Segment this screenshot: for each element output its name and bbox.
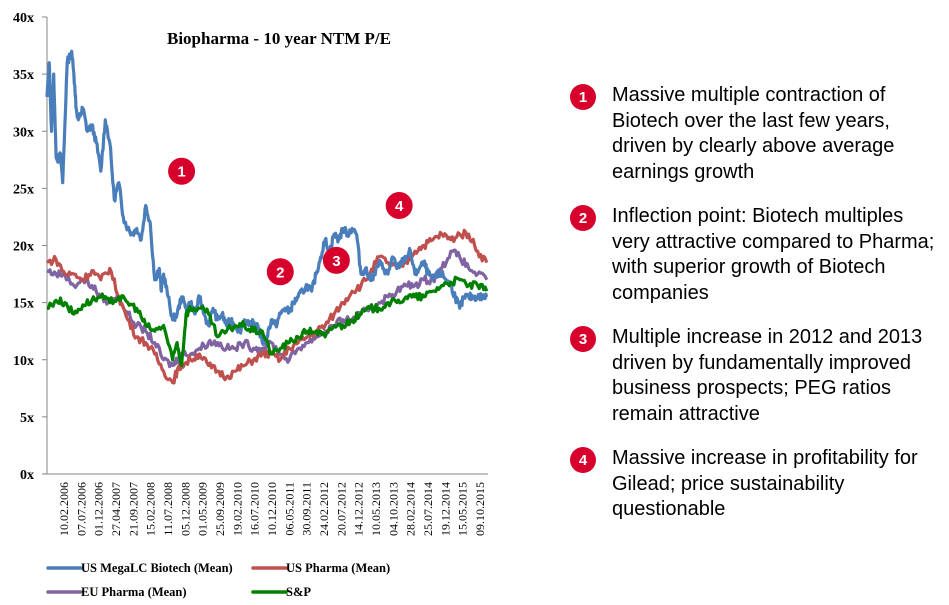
y-tick-label: 10x bbox=[13, 354, 34, 369]
x-tick-label: 19.02.2010 bbox=[230, 482, 244, 536]
x-tick-label: 15.05.2015 bbox=[456, 482, 470, 536]
x-tick-label: 21.09.2007 bbox=[126, 482, 140, 536]
note-text: Massive multiple contraction of Biotech … bbox=[612, 84, 895, 183]
annotation-marker-4: 4 bbox=[385, 192, 413, 220]
x-tick-label: 11.07.2008 bbox=[161, 482, 175, 536]
legend-label: US MegaLC Biotech (Mean) bbox=[81, 561, 233, 575]
note-item: 2 Inflection point: Biotech multiples ve… bbox=[570, 205, 949, 306]
x-tick-label: 10.05.2013 bbox=[369, 482, 383, 536]
x-tick-label: 20.07.2012 bbox=[334, 482, 348, 536]
annotation-circle bbox=[266, 258, 294, 286]
y-tick-label: 30x bbox=[13, 125, 34, 140]
legend-label: S&P bbox=[286, 585, 311, 599]
x-tick-label: 16.07.2010 bbox=[248, 482, 262, 536]
legend-label: US Pharma (Mean) bbox=[286, 561, 390, 575]
note-number-badge: 1 bbox=[570, 84, 596, 110]
note-text: Massive increase in profitability for Gi… bbox=[612, 447, 918, 520]
x-tick-label: 25.07.2014 bbox=[421, 482, 435, 536]
annotation-number: 3 bbox=[332, 253, 340, 270]
y-tick-label: 5x bbox=[20, 411, 34, 426]
y-tick-label: 25x bbox=[13, 182, 34, 197]
legend-label: EU Pharma (Mean) bbox=[81, 585, 187, 599]
y-tick-label: 20x bbox=[13, 240, 34, 255]
chart-title: Biopharma - 10 year NTM P/E bbox=[167, 29, 391, 48]
note-item: 1 Massive multiple contraction of Biotec… bbox=[570, 84, 949, 185]
series-lines bbox=[45, 49, 489, 385]
annotation-number: 2 bbox=[276, 264, 284, 281]
x-tick-label: 09.10.2015 bbox=[473, 482, 487, 536]
x-tick-label: 24.02.2012 bbox=[317, 482, 331, 536]
annotation-marker-1: 1 bbox=[168, 157, 196, 185]
y-tick-label: 40x bbox=[13, 11, 34, 26]
note-item: 4 Massive increase in profitability for … bbox=[570, 447, 949, 523]
legend-item: US Pharma (Mean) bbox=[251, 561, 390, 575]
x-tick-label: 05.12.2008 bbox=[178, 482, 192, 536]
annotation-marker-2: 2 bbox=[266, 258, 294, 286]
series-line-s-p bbox=[46, 275, 489, 368]
x-tick-label: 15.02.2008 bbox=[144, 482, 158, 536]
annotation-circle bbox=[385, 192, 413, 220]
y-tick-label: 35x bbox=[13, 68, 34, 83]
legend: US MegaLC Biotech (Mean) US Pharma (Mean)… bbox=[46, 561, 390, 599]
x-tick-label: 10.12.2010 bbox=[265, 482, 279, 536]
x-tick-label: 28.02.2014 bbox=[404, 482, 418, 536]
note-number-badge: 4 bbox=[570, 447, 596, 473]
x-tick-label: 04.10.2013 bbox=[386, 482, 400, 536]
note-number-badge: 2 bbox=[570, 205, 596, 231]
series-line-us-pharma-mean bbox=[45, 228, 489, 385]
x-tick-label: 19.12.2014 bbox=[438, 482, 452, 536]
legend-item: US MegaLC Biotech (Mean) bbox=[46, 561, 233, 575]
x-tick-label: 25.09.2009 bbox=[213, 482, 227, 536]
axes: 0x 5x 10x 15x 20x 25x 30x 35x 40x 10.02.2006 07.07… bbox=[13, 11, 488, 536]
series-line-us-megalc-biotech-mean bbox=[45, 49, 489, 346]
x-tick-label: 30.09.2011 bbox=[300, 482, 314, 536]
x-tick-label: 06.05.2011 bbox=[282, 482, 296, 536]
legend-item: S&P bbox=[251, 585, 311, 599]
annotation-circle bbox=[322, 246, 350, 274]
annotation-marker-3: 3 bbox=[322, 246, 350, 274]
note-text: Multiple increase in 2012 and 2013 drive… bbox=[612, 326, 923, 425]
x-tick-label: 27.04.2007 bbox=[109, 482, 123, 536]
y-tick-label: 15x bbox=[13, 297, 34, 312]
x-tick-label: 01.05.2009 bbox=[196, 482, 210, 536]
notes-list: 1 Massive multiple contraction of Biotec… bbox=[570, 84, 949, 543]
legend-item: EU Pharma (Mean) bbox=[46, 585, 187, 599]
x-tick-label: 01.12.2006 bbox=[92, 482, 106, 536]
annotation-markers: 1 2 3 4 bbox=[168, 157, 413, 286]
x-tick-label: 14.12.2012 bbox=[352, 482, 366, 536]
x-tick-label: 10.02.2006 bbox=[57, 482, 71, 536]
note-number-badge: 3 bbox=[570, 326, 596, 352]
annotation-circle bbox=[168, 157, 196, 185]
note-item: 3 Multiple increase in 2012 and 2013 dri… bbox=[570, 326, 949, 427]
y-tick-label: 0x bbox=[20, 468, 34, 483]
x-tick-label: 07.07.2006 bbox=[74, 482, 88, 536]
annotation-number: 4 bbox=[395, 198, 404, 215]
pe-chart: Biopharma - 10 year NTM P/E 0x5x10x15x20… bbox=[13, 11, 489, 599]
annotation-number: 1 bbox=[177, 164, 185, 181]
note-text: Inflection point: Biotech multiples very… bbox=[612, 205, 935, 304]
